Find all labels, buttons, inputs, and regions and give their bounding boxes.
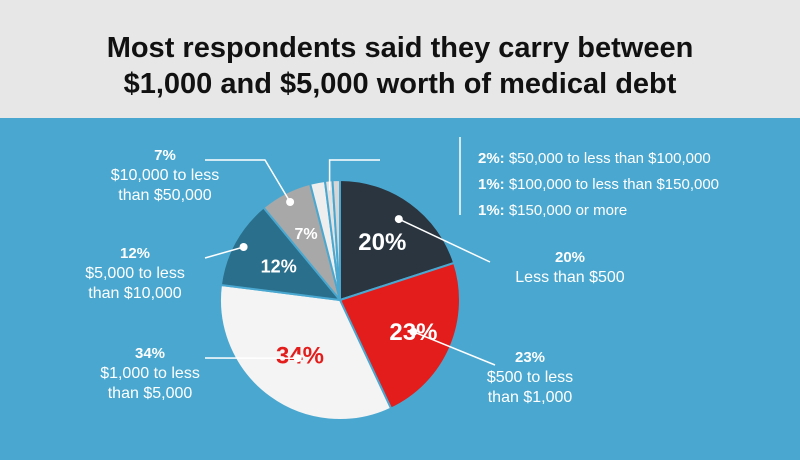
small-slice-label-5: 2%: $50,000 to less than $100,000 — [478, 150, 711, 167]
small-slice-pct-7: 1%: — [478, 202, 509, 219]
pie-slice-0 — [339, 178, 456, 302]
leader-line-small — [328, 159, 380, 191]
chart-title-line-1: Most respondents said they carry between — [106, 32, 694, 64]
pie-slice-1 — [338, 261, 461, 410]
slice-outer-pct-3: 12% — [120, 245, 150, 262]
slice-outer-pct-2: 34% — [135, 345, 165, 362]
chart-title: Most respondents said they carry between… — [0, 30, 800, 102]
leader-line-1 — [413, 331, 496, 366]
pie-slice-7 — [331, 178, 341, 301]
pie-slice-2 — [219, 283, 393, 421]
small-slice-label-7: 1%: $150,000 or more — [478, 202, 627, 219]
slice-outer-label-1-0: $500 to less — [487, 369, 573, 386]
leader-line-3 — [204, 246, 244, 259]
chart-title-line-2: $1,000 and $5,000 worth of medical debt — [123, 68, 677, 100]
small-slice-pct-5: 2%: — [478, 150, 509, 167]
slice-outer-label-4-0: $10,000 to less — [111, 167, 220, 184]
slice-inner-label-4: 7% — [294, 226, 317, 243]
slice-outer-label-1-1: than $1,000 — [488, 389, 573, 406]
small-slice-text-5: $50,000 to less than $100,000 — [509, 150, 711, 167]
small-slice-pct-6: 1%: — [478, 176, 509, 193]
slice-inner-label-0: 20% — [358, 229, 406, 256]
slice-outer-label-3-0: $5,000 to less — [85, 265, 185, 282]
leader-line-0 — [398, 218, 491, 263]
slice-outer-label-4-1: than $50,000 — [118, 187, 212, 204]
slice-inner-label-3: 12% — [261, 257, 297, 277]
title-band — [0, 0, 800, 118]
slice-outer-label-3-1: than $10,000 — [88, 285, 182, 302]
slice-outer-label-2-1: than $5,000 — [108, 385, 193, 402]
slice-outer-pct-1: 23% — [515, 349, 545, 366]
small-slice-text-7: $150,000 or more — [509, 202, 627, 219]
slice-outer-pct-0: 20% — [555, 249, 585, 266]
slice-outer-label-0-0: Less than $500 — [515, 269, 625, 286]
slice-outer-pct-4: 7% — [154, 147, 176, 164]
small-slice-text-6: $100,000 to less than $150,000 — [509, 176, 719, 193]
slice-outer-label-2-0: $1,000 to less — [100, 365, 200, 382]
pie-slice-3 — [219, 206, 343, 302]
small-slice-label-6: 1%: $100,000 to less than $150,000 — [478, 176, 719, 193]
leader-line-4 — [205, 159, 291, 203]
